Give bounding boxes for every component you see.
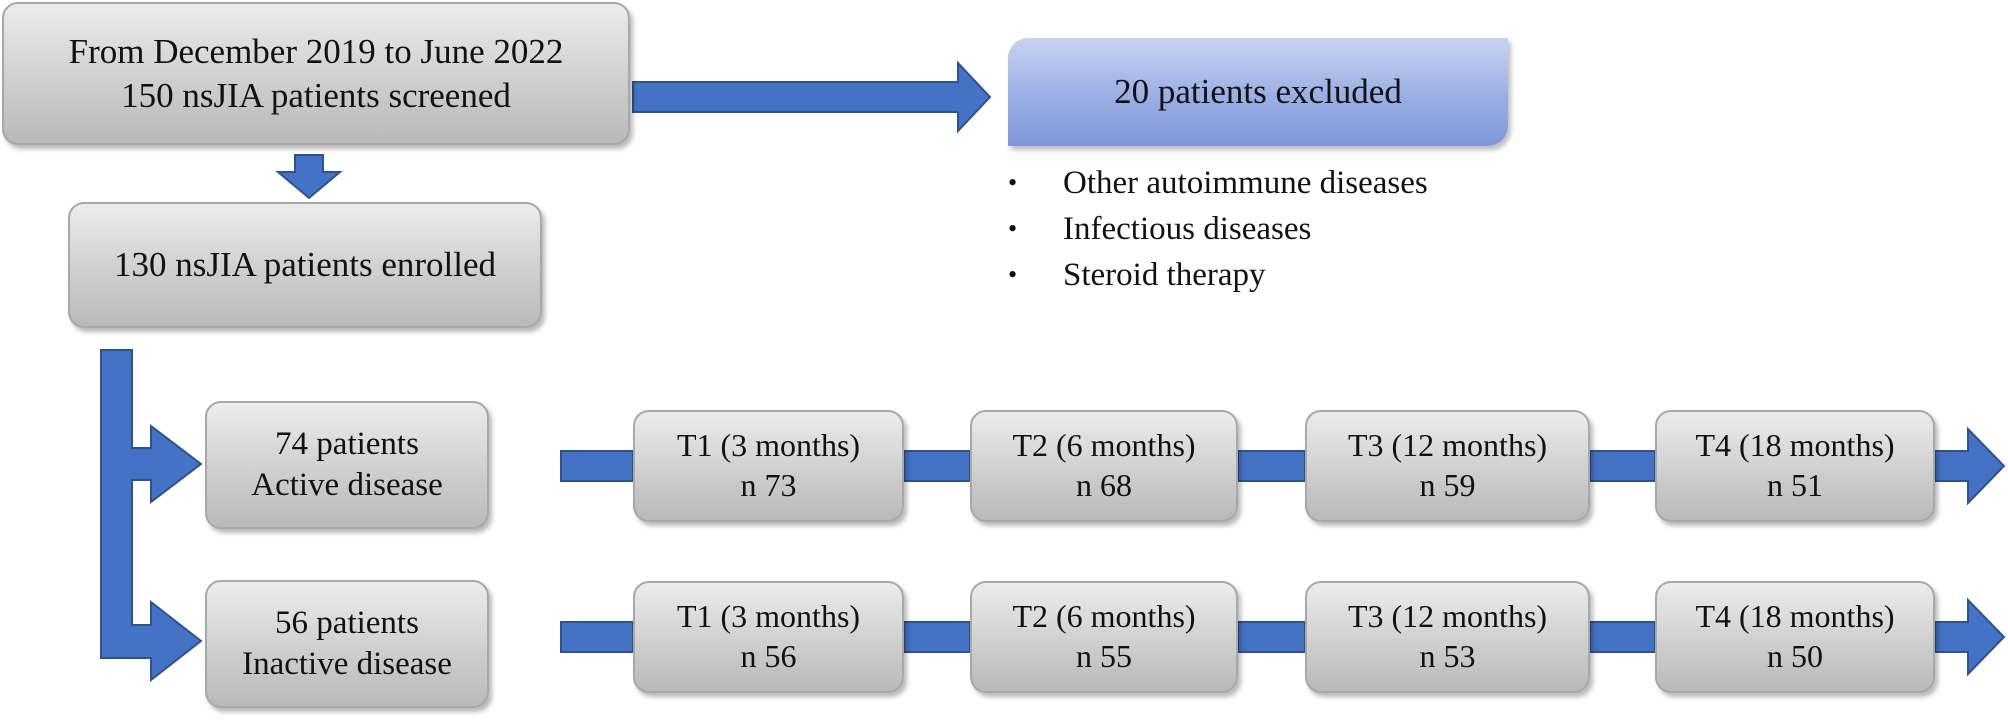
arrow-row-active-4: [1589, 450, 1656, 482]
arrow-bracket: [100, 349, 203, 683]
enrolled-label: 130 nsJIA patients enrolled: [113, 245, 497, 285]
arrow-to-enrolled: [275, 154, 343, 200]
enrolled-box: 130 nsJIA patients enrolled: [68, 202, 542, 328]
timepoint-n: n 73: [740, 467, 797, 503]
group-inactive-count: 56 patients: [275, 605, 419, 642]
timepoint-n: n 51: [1767, 467, 1823, 503]
group-inactive-box: 56 patients Inactive disease: [205, 580, 489, 708]
exclusion-reason: Infectious diseases: [1005, 206, 1428, 252]
timepoint-active-t3: T3 (12 months) n 59: [1305, 410, 1590, 522]
timepoint-label: T3 (12 months): [1347, 427, 1548, 464]
timepoint-active-t1: T1 (3 months) n 73: [633, 410, 904, 522]
timepoint-n: n 59: [1419, 467, 1476, 503]
arrow-row-active-1: [560, 450, 634, 482]
timepoint-active-t2: T2 (6 months) n 68: [970, 410, 1238, 522]
screening-box: From December 2019 to June 2022 150 nsJI…: [2, 2, 630, 145]
exclusion-reason: Steroid therapy: [1005, 252, 1428, 298]
timepoint-n: n 68: [1076, 467, 1132, 503]
screening-period: From December 2019 to June 2022: [68, 32, 564, 72]
arrow-to-excluded: [632, 60, 992, 134]
timepoint-label: T4 (18 months): [1695, 427, 1895, 464]
arrow-row-inactive-4: [1589, 621, 1656, 653]
arrow-row-active-3: [1237, 450, 1306, 482]
timepoint-inactive-t1: T1 (3 months) n 56: [633, 581, 904, 693]
arrow-row-inactive-end: [1934, 597, 2006, 677]
excluded-box: 20 patients excluded: [1008, 38, 1508, 146]
timepoint-label: T1 (3 months): [676, 598, 861, 635]
arrow-row-inactive-2: [903, 621, 971, 653]
timepoint-active-t4: T4 (18 months) n 51: [1655, 410, 1935, 522]
arrow-row-active-2: [903, 450, 971, 482]
timepoint-label: T4 (18 months): [1695, 598, 1895, 635]
screening-count: 150 nsJIA patients screened: [121, 75, 511, 115]
group-inactive-label: Inactive disease: [242, 646, 452, 682]
timepoint-n: n 50: [1767, 638, 1823, 674]
timepoint-inactive-t4: T4 (18 months) n 50: [1655, 581, 1935, 693]
timepoint-label: T3 (12 months): [1347, 598, 1548, 635]
arrow-row-inactive-1: [560, 621, 634, 653]
exclusion-reasons: Other autoimmune diseases Infectious dis…: [1005, 160, 1428, 298]
group-active-box: 74 patients Active disease: [205, 401, 489, 529]
timepoint-label: T1 (3 months): [676, 427, 861, 464]
timepoint-n: n 56: [740, 638, 797, 674]
arrow-row-inactive-3: [1237, 621, 1306, 653]
group-active-count: 74 patients: [275, 426, 419, 463]
timepoint-n: n 55: [1076, 638, 1132, 674]
timepoint-inactive-t2: T2 (6 months) n 55: [970, 581, 1238, 693]
exclusion-reason: Other autoimmune diseases: [1005, 160, 1428, 206]
timepoint-label: T2 (6 months): [1012, 427, 1196, 464]
arrow-row-active-end: [1934, 426, 2006, 506]
timepoint-label: T2 (6 months): [1012, 598, 1196, 635]
timepoint-n: n 53: [1419, 638, 1476, 674]
group-active-label: Active disease: [251, 467, 443, 503]
timepoint-inactive-t3: T3 (12 months) n 53: [1305, 581, 1590, 693]
excluded-label: 20 patients excluded: [1114, 72, 1402, 111]
